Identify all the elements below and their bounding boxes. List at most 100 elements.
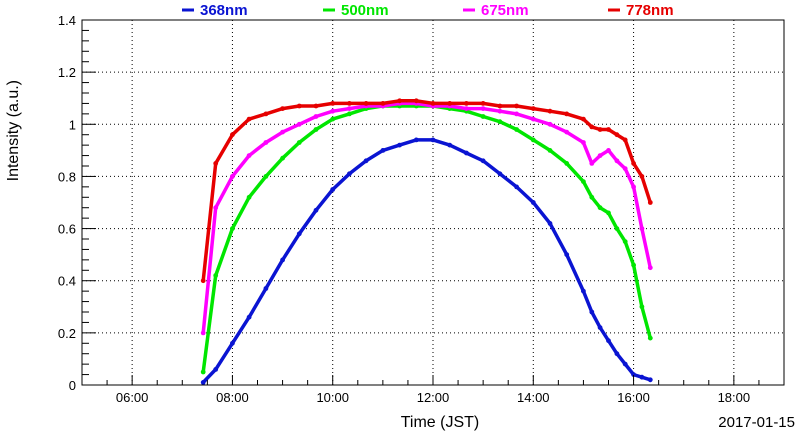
data-point bbox=[589, 309, 595, 315]
data-point bbox=[530, 116, 536, 122]
data-point bbox=[530, 137, 536, 143]
data-point bbox=[480, 114, 486, 119]
data-point bbox=[246, 314, 252, 320]
data-point bbox=[200, 278, 206, 284]
data-point bbox=[589, 124, 595, 130]
data-point bbox=[397, 98, 402, 104]
data-point bbox=[413, 98, 419, 104]
data-point bbox=[530, 106, 536, 111]
data-point bbox=[363, 158, 369, 164]
data-point bbox=[296, 231, 302, 237]
data-point bbox=[263, 174, 269, 179]
y-tick-label: 0.4 bbox=[58, 274, 76, 289]
data-point bbox=[213, 273, 219, 278]
data-point bbox=[313, 207, 319, 213]
data-point bbox=[464, 150, 469, 156]
data-point bbox=[280, 155, 285, 161]
series-layer bbox=[200, 98, 653, 385]
legend-label: 500nm bbox=[341, 2, 389, 19]
data-point bbox=[213, 161, 219, 166]
y-tick-label: 1 bbox=[69, 117, 76, 132]
data-point bbox=[614, 351, 620, 357]
y-tick-label: 0.6 bbox=[58, 222, 76, 237]
data-point bbox=[581, 140, 586, 145]
y-tick-label: 1.4 bbox=[58, 13, 76, 28]
data-point bbox=[647, 200, 653, 205]
data-point bbox=[480, 158, 486, 164]
data-point bbox=[313, 114, 319, 119]
data-point bbox=[447, 142, 453, 148]
data-point bbox=[296, 140, 302, 145]
data-point bbox=[480, 106, 486, 111]
data-point bbox=[296, 121, 302, 127]
data-point bbox=[547, 221, 553, 226]
data-point bbox=[497, 171, 503, 177]
y-tick-label: 0 bbox=[69, 378, 76, 393]
y-tick-label: 0.2 bbox=[58, 326, 76, 341]
data-point bbox=[430, 137, 436, 143]
data-point bbox=[581, 288, 586, 294]
series-778nm bbox=[200, 98, 653, 284]
x-tick-label: 06:00 bbox=[116, 390, 149, 405]
data-point bbox=[464, 106, 469, 111]
data-point bbox=[639, 304, 645, 310]
data-point bbox=[564, 161, 570, 166]
data-point bbox=[497, 103, 503, 109]
data-point bbox=[347, 111, 352, 117]
data-point bbox=[547, 108, 553, 114]
data-point bbox=[447, 101, 453, 106]
data-point bbox=[280, 106, 285, 111]
x-tick-label: 10:00 bbox=[316, 390, 349, 405]
data-point bbox=[597, 153, 603, 159]
data-point bbox=[564, 111, 570, 117]
data-point bbox=[313, 127, 319, 132]
data-point bbox=[547, 121, 553, 127]
data-point bbox=[280, 129, 285, 135]
data-point bbox=[347, 101, 352, 106]
data-point bbox=[230, 226, 235, 232]
data-point bbox=[589, 161, 595, 166]
legend-label: 675nm bbox=[481, 2, 529, 19]
y-tick-label: 1.2 bbox=[58, 65, 76, 80]
data-point bbox=[200, 380, 206, 385]
x-tick-label: 12:00 bbox=[417, 390, 450, 405]
data-point bbox=[497, 119, 503, 125]
series-trace bbox=[201, 138, 653, 385]
data-point bbox=[330, 101, 336, 106]
data-point bbox=[200, 330, 206, 336]
data-point bbox=[230, 132, 235, 138]
data-point bbox=[622, 361, 628, 367]
data-point bbox=[497, 108, 503, 114]
data-point bbox=[639, 374, 645, 380]
data-point bbox=[597, 205, 603, 211]
data-point bbox=[581, 179, 586, 185]
data-point bbox=[631, 161, 636, 166]
legend: 368nm 500nm 675nm 778nm bbox=[182, 2, 674, 19]
data-point bbox=[530, 200, 536, 205]
data-point bbox=[246, 153, 252, 159]
data-point bbox=[581, 116, 586, 122]
x-axis-title: Time (JST) bbox=[401, 414, 480, 431]
data-point bbox=[547, 148, 553, 153]
data-point bbox=[296, 103, 302, 109]
data-point bbox=[330, 108, 336, 114]
data-point bbox=[213, 367, 219, 372]
data-point bbox=[200, 369, 206, 375]
data-point bbox=[564, 129, 570, 135]
data-point bbox=[606, 338, 611, 344]
data-point bbox=[647, 377, 653, 383]
data-point bbox=[647, 265, 653, 271]
data-point bbox=[622, 239, 628, 245]
data-point bbox=[246, 116, 252, 122]
data-point bbox=[397, 142, 402, 148]
data-point bbox=[464, 101, 469, 106]
data-point bbox=[606, 148, 611, 153]
data-point bbox=[347, 106, 352, 111]
data-point bbox=[380, 101, 386, 106]
data-point bbox=[564, 252, 570, 257]
y-axis-title: Intensity (a.u.) bbox=[5, 80, 22, 181]
data-point bbox=[606, 127, 611, 132]
data-point bbox=[263, 111, 269, 117]
data-point bbox=[363, 101, 369, 106]
